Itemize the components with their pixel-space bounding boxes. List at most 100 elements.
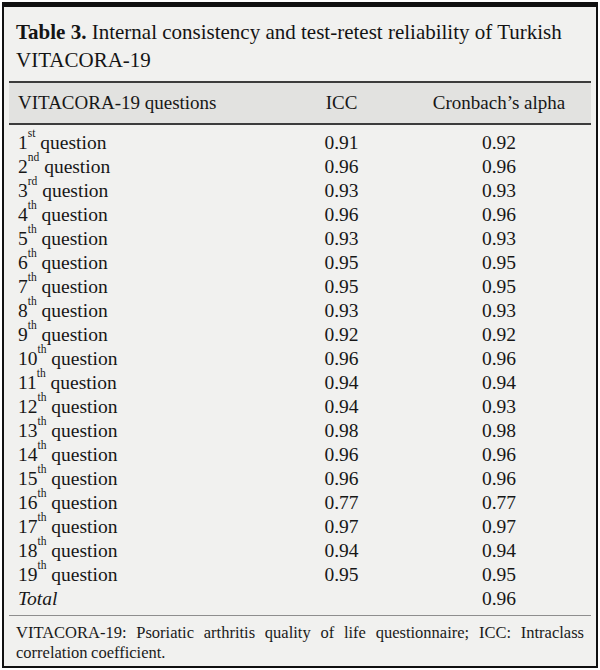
icc-cell: 0.96 — [276, 203, 407, 227]
question-cell: 17th question — [9, 515, 276, 539]
table-row: 17th question0.970.97 — [9, 515, 591, 539]
question-cell: 16th question — [9, 491, 276, 515]
table-row: 6th question0.950.95 — [9, 251, 591, 275]
table-row: 19th question0.950.95 — [9, 563, 591, 587]
table-row: 14th question0.960.96 — [9, 443, 591, 467]
cronbachs-alpha-cell: 0.96 — [407, 467, 591, 491]
ordinal-suffix: th — [38, 439, 47, 451]
table-row: Total 0.96 — [9, 587, 591, 611]
ordinal-suffix: th — [28, 319, 37, 331]
ordinal-suffix: th — [28, 271, 37, 283]
ordinal-suffix: nd — [28, 151, 40, 163]
ordinal-suffix: th — [38, 511, 47, 523]
question-cell: 4th question — [9, 203, 276, 227]
question-cell: 19th question — [9, 563, 276, 587]
cronbachs-alpha-cell: 0.93 — [407, 299, 591, 323]
cronbachs-alpha-cell: 0.98 — [407, 419, 591, 443]
cronbachs-alpha-cell: 0.93 — [407, 395, 591, 419]
question-cell: 9th question — [9, 323, 276, 347]
column-header-cronbachs-alpha: Cronbach’s alpha — [407, 92, 591, 114]
question-cell: 6th question — [9, 251, 276, 275]
ordinal-suffix: th — [28, 295, 37, 307]
icc-cell: 0.96 — [276, 347, 407, 371]
ordinal-suffix: th — [38, 535, 47, 547]
cronbachs-alpha-cell: 0.95 — [407, 251, 591, 275]
question-cell: Total — [9, 587, 276, 611]
table-row: 9th question0.920.92 — [9, 323, 591, 347]
cronbachs-alpha-cell: 0.92 — [407, 323, 591, 347]
question-cell: 1st question — [9, 131, 276, 155]
table-caption: Internal consistency and test-retest rel… — [16, 20, 562, 72]
table-row: 3rd question0.930.93 — [9, 179, 591, 203]
question-cell: 14th question — [9, 443, 276, 467]
table-row: 1st question0.910.92 — [9, 131, 591, 155]
question-cell: 10th question — [9, 347, 276, 371]
column-header-icc: ICC — [276, 92, 407, 114]
icc-cell: 0.97 — [276, 515, 407, 539]
question-cell: 5th question — [9, 227, 276, 251]
question-cell: 12th question — [9, 395, 276, 419]
icc-cell: 0.96 — [276, 467, 407, 491]
cronbachs-alpha-cell: 0.93 — [407, 227, 591, 251]
cronbachs-alpha-cell: 0.94 — [407, 539, 591, 563]
table-row: 12th question0.940.93 — [9, 395, 591, 419]
cronbachs-alpha-cell: 0.92 — [407, 131, 591, 155]
question-cell: 15th question — [9, 467, 276, 491]
table-row: 13th question0.980.98 — [9, 419, 591, 443]
question-cell: 13th question — [9, 419, 276, 443]
question-cell: 11th question — [9, 371, 276, 395]
table-row: 15th question0.960.96 — [9, 467, 591, 491]
ordinal-suffix: rd — [28, 175, 38, 187]
icc-cell: 0.93 — [276, 179, 407, 203]
icc-cell: 0.96 — [276, 155, 407, 179]
ordinal-suffix: st — [28, 127, 36, 139]
cronbachs-alpha-cell: 0.96 — [407, 347, 591, 371]
ordinal-suffix: th — [38, 559, 47, 571]
icc-cell: 0.92 — [276, 323, 407, 347]
icc-cell — [276, 587, 407, 611]
column-header-questions: VITACORA-19 questions — [9, 92, 276, 114]
question-cell: 3rd question — [9, 179, 276, 203]
icc-cell: 0.94 — [276, 371, 407, 395]
cronbachs-alpha-cell: 0.96 — [407, 203, 591, 227]
ordinal-suffix: th — [38, 391, 47, 403]
icc-cell: 0.94 — [276, 539, 407, 563]
ordinal-suffix: th — [38, 343, 47, 355]
cronbachs-alpha-cell: 0.97 — [407, 515, 591, 539]
cronbachs-alpha-cell: 0.93 — [407, 179, 591, 203]
icc-cell: 0.95 — [276, 251, 407, 275]
icc-cell: 0.95 — [276, 563, 407, 587]
question-cell: 8th question — [9, 299, 276, 323]
icc-cell: 0.77 — [276, 491, 407, 515]
ordinal-suffix: th — [38, 415, 47, 427]
icc-cell: 0.93 — [276, 299, 407, 323]
icc-cell: 0.94 — [276, 395, 407, 419]
ordinal-suffix: th — [28, 247, 37, 259]
table-body: 1st question0.910.922nd question0.960.96… — [4, 125, 596, 615]
ordinal-suffix: th — [28, 223, 37, 235]
icc-cell: 0.96 — [276, 443, 407, 467]
question-cell: 7th question — [9, 275, 276, 299]
cronbachs-alpha-cell: 0.96 — [407, 587, 591, 611]
table-row: 18th question0.940.94 — [9, 539, 591, 563]
ordinal-suffix: th — [38, 463, 47, 475]
cronbachs-alpha-cell: 0.95 — [407, 563, 591, 587]
table-row: 4th question0.960.96 — [9, 203, 591, 227]
icc-cell: 0.93 — [276, 227, 407, 251]
question-cell: 2nd question — [9, 155, 276, 179]
cronbachs-alpha-cell: 0.96 — [407, 155, 591, 179]
icc-cell: 0.95 — [276, 275, 407, 299]
icc-cell: 0.91 — [276, 131, 407, 155]
cronbachs-alpha-cell: 0.77 — [407, 491, 591, 515]
cronbachs-alpha-cell: 0.95 — [407, 275, 591, 299]
table-row: 5th question0.930.93 — [9, 227, 591, 251]
table-title: Table 3. Internal consistency and test-r… — [4, 7, 596, 81]
ordinal-suffix: th — [28, 199, 37, 211]
table-figure: Table 3. Internal consistency and test-r… — [2, 2, 598, 668]
ordinal-suffix: th — [37, 367, 46, 379]
cronbachs-alpha-cell: 0.96 — [407, 443, 591, 467]
table-row: 10th question0.960.96 — [9, 347, 591, 371]
table-row: 16th question0.770.77 — [9, 491, 591, 515]
ordinal-suffix: th — [38, 487, 47, 499]
table-header-row: VITACORA-19 questions ICC Cronbach’s alp… — [9, 81, 591, 125]
